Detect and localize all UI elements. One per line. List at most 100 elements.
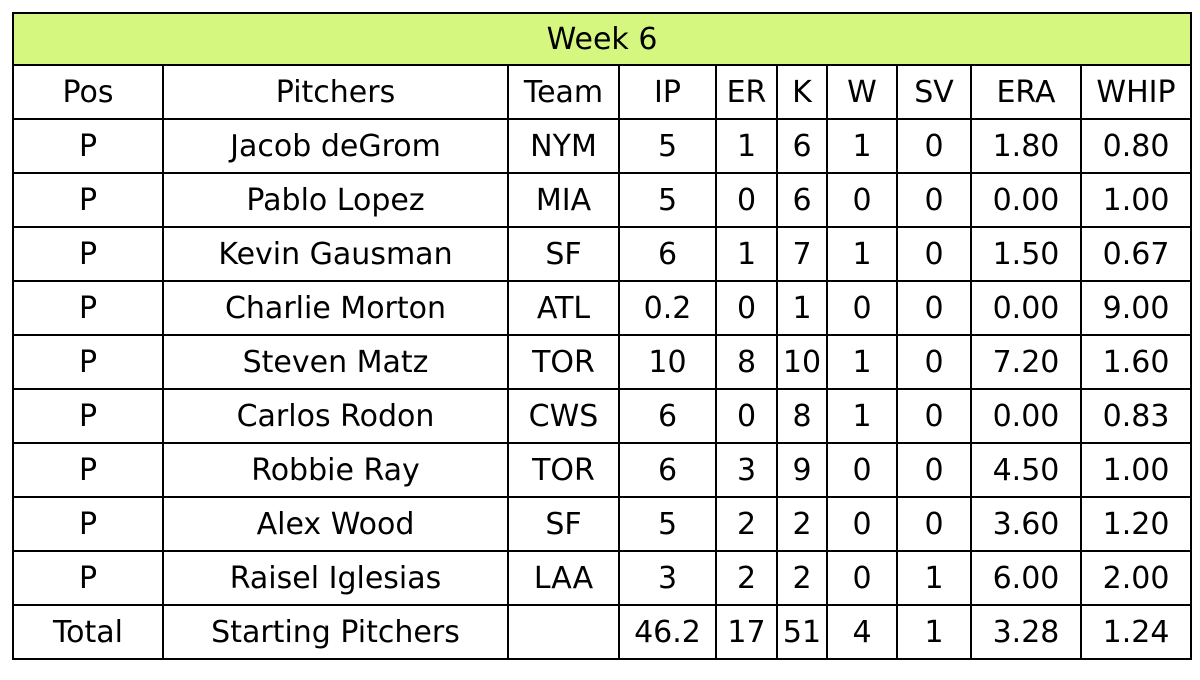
cell-w: 1 bbox=[826, 118, 898, 174]
cell-team: NYM bbox=[507, 118, 620, 174]
cell-pos: P bbox=[12, 118, 164, 174]
cell-w: 0 bbox=[826, 280, 898, 336]
cell-pos: P bbox=[12, 442, 164, 498]
table-body: P Jacob deGrom NYM 5 1 6 1 0 1.80 0.80 P Pablo Lope… bbox=[12, 118, 1193, 606]
cell-ip: 3 bbox=[618, 550, 717, 606]
cell-pos: P bbox=[12, 496, 164, 552]
cell-w: 0 bbox=[826, 550, 898, 606]
cell-pitcher: Steven Matz bbox=[162, 334, 509, 390]
cell-sv: 0 bbox=[896, 334, 972, 390]
cell-sv: 0 bbox=[896, 442, 972, 498]
cell-pitcher: Pablo Lopez bbox=[162, 172, 509, 228]
cell-team: TOR bbox=[507, 442, 620, 498]
table-row: P Carlos Rodon CWS 6 0 8 1 0 0.00 0.83 bbox=[12, 388, 1193, 444]
cell-w: 1 bbox=[826, 388, 898, 444]
cell-er: 0 bbox=[715, 388, 778, 444]
cell-k: 2 bbox=[776, 550, 828, 606]
column-header-whip: WHIP bbox=[1079, 64, 1193, 120]
cell-k: 6 bbox=[776, 118, 828, 174]
cell-sv: 1 bbox=[896, 550, 972, 606]
total-cell-w: 4 bbox=[826, 604, 898, 660]
table-row: P Kevin Gausman SF 6 1 7 1 0 1.50 0.67 bbox=[12, 226, 1193, 282]
cell-ip: 5 bbox=[618, 496, 717, 552]
column-header-w: W bbox=[826, 64, 898, 120]
cell-k: 6 bbox=[776, 172, 828, 228]
total-row: Total Starting Pitchers 46.2 17 51 4 1 3.28 1.24 bbox=[12, 604, 1193, 660]
cell-sv: 0 bbox=[896, 280, 972, 336]
column-header-sv: SV bbox=[896, 64, 972, 120]
cell-k: 8 bbox=[776, 388, 828, 444]
column-header-era: ERA bbox=[970, 64, 1082, 120]
cell-team: CWS bbox=[507, 388, 620, 444]
total-cell-pos: Total bbox=[12, 604, 164, 660]
cell-pitcher: Kevin Gausman bbox=[162, 226, 509, 282]
total-cell-er: 17 bbox=[715, 604, 778, 660]
cell-era: 4.50 bbox=[970, 442, 1082, 498]
cell-er: 1 bbox=[715, 226, 778, 282]
cell-pos: P bbox=[12, 172, 164, 228]
table-row: P Pablo Lopez MIA 5 0 6 0 0 0.00 1.00 bbox=[12, 172, 1193, 228]
cell-sv: 0 bbox=[896, 118, 972, 174]
cell-era: 0.00 bbox=[970, 172, 1082, 228]
cell-whip: 0.67 bbox=[1079, 226, 1193, 282]
cell-k: 2 bbox=[776, 496, 828, 552]
table-row: P Steven Matz TOR 10 8 10 1 0 7.20 1.60 bbox=[12, 334, 1193, 390]
cell-ip: 5 bbox=[618, 118, 717, 174]
cell-ip: 6 bbox=[618, 388, 717, 444]
cell-pos: P bbox=[12, 388, 164, 444]
cell-sv: 0 bbox=[896, 226, 972, 282]
cell-er: 1 bbox=[715, 118, 778, 174]
cell-pos: P bbox=[12, 334, 164, 390]
table-row: P Alex Wood SF 5 2 2 0 0 3.60 1.20 bbox=[12, 496, 1193, 552]
cell-w: 1 bbox=[826, 334, 898, 390]
title-row: Week 6 bbox=[11, 12, 1193, 66]
cell-w: 0 bbox=[826, 442, 898, 498]
cell-team: SF bbox=[507, 496, 620, 552]
cell-era: 6.00 bbox=[970, 550, 1082, 606]
total-cell-team bbox=[507, 604, 620, 660]
cell-era: 1.50 bbox=[970, 226, 1082, 282]
total-cell-pitcher: Starting Pitchers bbox=[162, 604, 509, 660]
column-header-er: ER bbox=[715, 64, 778, 120]
cell-sv: 0 bbox=[896, 172, 972, 228]
table-row: P Charlie Morton ATL 0.2 0 1 0 0 0.00 9.00 bbox=[12, 280, 1193, 336]
column-header-team: Team bbox=[507, 64, 620, 120]
cell-team: ATL bbox=[507, 280, 620, 336]
cell-ip: 6 bbox=[618, 442, 717, 498]
cell-w: 0 bbox=[826, 172, 898, 228]
cell-whip: 1.00 bbox=[1079, 172, 1193, 228]
cell-k: 7 bbox=[776, 226, 828, 282]
column-header-k: K bbox=[776, 64, 828, 120]
cell-pitcher: Charlie Morton bbox=[162, 280, 509, 336]
cell-k: 1 bbox=[776, 280, 828, 336]
cell-ip: 0.2 bbox=[618, 280, 717, 336]
cell-k: 9 bbox=[776, 442, 828, 498]
table-row: P Robbie Ray TOR 6 3 9 0 0 4.50 1.00 bbox=[12, 442, 1193, 498]
total-cell-whip: 1.24 bbox=[1079, 604, 1193, 660]
cell-era: 3.60 bbox=[970, 496, 1082, 552]
cell-er: 8 bbox=[715, 334, 778, 390]
cell-pos: P bbox=[12, 226, 164, 282]
column-header-pitcher: Pitchers bbox=[162, 64, 509, 120]
cell-w: 1 bbox=[826, 226, 898, 282]
cell-era: 1.80 bbox=[970, 118, 1082, 174]
cell-team: MIA bbox=[507, 172, 620, 228]
cell-k: 10 bbox=[776, 334, 828, 390]
cell-er: 0 bbox=[715, 172, 778, 228]
cell-era: 0.00 bbox=[970, 280, 1082, 336]
column-header-ip: IP bbox=[618, 64, 717, 120]
cell-er: 2 bbox=[715, 496, 778, 552]
cell-er: 2 bbox=[715, 550, 778, 606]
cell-whip: 9.00 bbox=[1079, 280, 1193, 336]
cell-ip: 5 bbox=[618, 172, 717, 228]
cell-whip: 1.00 bbox=[1079, 442, 1193, 498]
cell-whip: 0.80 bbox=[1079, 118, 1193, 174]
column-header-pos: Pos bbox=[12, 64, 164, 120]
table-row: P Jacob deGrom NYM 5 1 6 1 0 1.80 0.80 bbox=[12, 118, 1193, 174]
cell-pos: P bbox=[12, 280, 164, 336]
cell-pos: P bbox=[12, 550, 164, 606]
total-cell-era: 3.28 bbox=[970, 604, 1082, 660]
table-row: P Raisel Iglesias LAA 3 2 2 0 1 6.00 2.00 bbox=[12, 550, 1193, 606]
cell-whip: 0.83 bbox=[1079, 388, 1193, 444]
